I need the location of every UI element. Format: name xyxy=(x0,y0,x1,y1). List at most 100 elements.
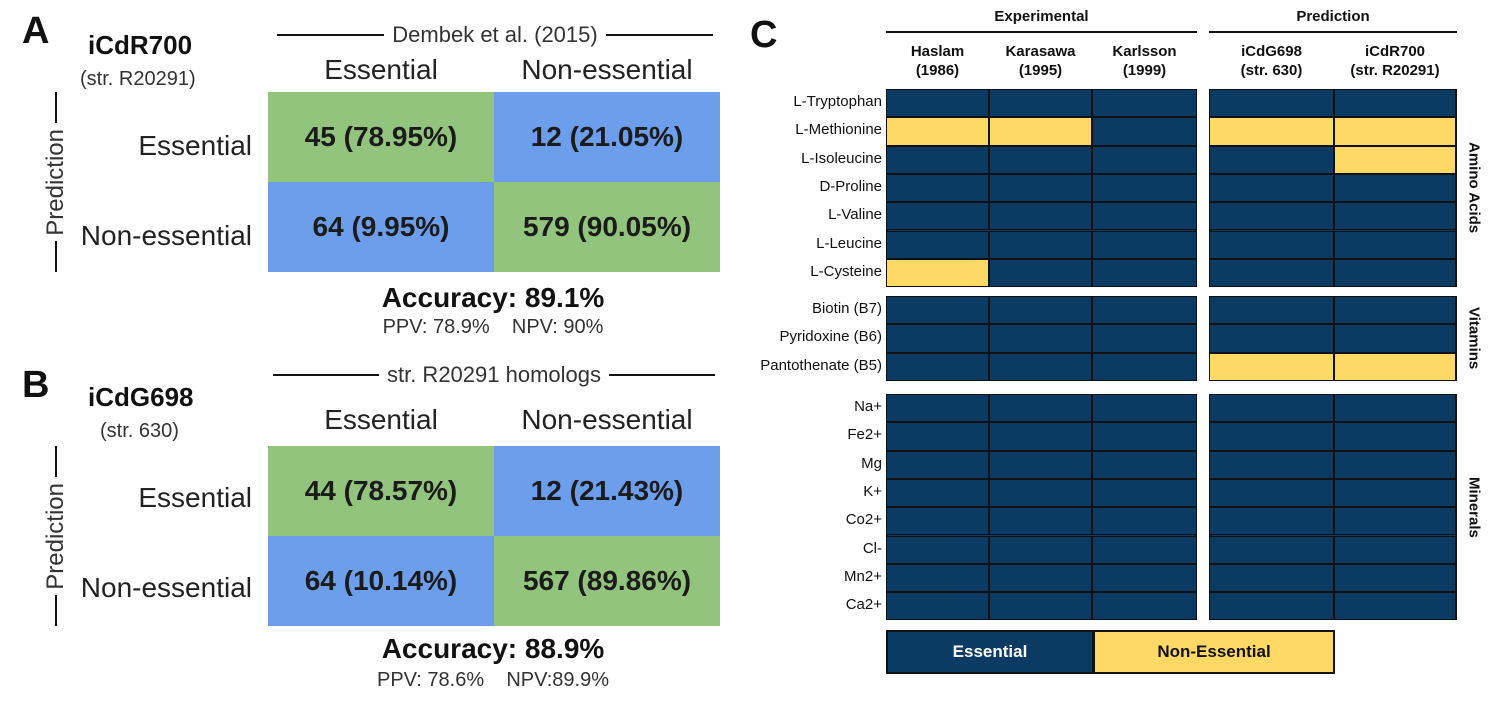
heatmap-cell-co2-icdg698 xyxy=(1209,507,1334,536)
heatmap-cell-l-cysteine-karasawa xyxy=(989,258,1092,288)
heatmap-cell-biotin-b7-icdg698 xyxy=(1209,296,1334,325)
heatmap-cell-mg-karlsson xyxy=(1092,450,1197,479)
column-name-karlsson: Karlsson xyxy=(1112,43,1177,60)
heatmap-cell-fe2-icdr700 xyxy=(1334,422,1456,451)
legend-essential: Essential xyxy=(886,630,1094,674)
row-header-nonessential-a: Non-essential xyxy=(80,220,252,251)
matrix-cell-fp-b: 12 (21.43%) xyxy=(494,446,720,536)
heatmap-cell-d-proline-karlsson xyxy=(1092,173,1197,203)
heatmap-cell-cl-icdr700 xyxy=(1334,535,1456,564)
column-header-karasawa: Karasawa (1995) xyxy=(983,42,1098,80)
heatmap-cell-l-isoleucine-icdr700 xyxy=(1334,145,1456,174)
heatmap-cell-mn2-haslam xyxy=(886,563,989,593)
heatmap-cell-pyridoxine-b6-icdr700 xyxy=(1334,324,1456,353)
heatmap-cell-na-karasawa xyxy=(989,394,1092,423)
heatmap-cell-l-tryptophan-haslam xyxy=(886,89,989,118)
heatmap-cell-pantothenate-b5-icdg698 xyxy=(1209,352,1334,381)
reference-bracket-b: str. R20291 homologs xyxy=(273,362,715,388)
col-header-nonessential-b: Non-essential xyxy=(521,404,693,435)
row-label-mn2: Mn2+ xyxy=(844,567,882,585)
heatmap-cell-fe2-haslam xyxy=(886,422,989,451)
column-header-icdr700: iCdR700 (str. R20291) xyxy=(1328,42,1462,80)
heatmap-cell-ca2-icdr700 xyxy=(1334,592,1456,621)
heatmap-cell-mn2-karasawa xyxy=(989,563,1092,593)
heatmap-cell-co2-karasawa xyxy=(989,507,1092,536)
heatmap-cell-pantothenate-b5-icdr700 xyxy=(1334,352,1456,381)
heatmap-cell-l-leucine-karasawa xyxy=(989,230,1092,259)
heatmap-cell-mg-icdg698 xyxy=(1209,450,1334,479)
col-header-nonessential-a: Non-essential xyxy=(521,54,693,85)
row-label-mg: Mg xyxy=(861,454,882,472)
ppv-npv-b: PPV: 78.6% NPV:89.9% xyxy=(377,669,609,691)
heatmap-cell-l-isoleucine-icdg698 xyxy=(1209,145,1334,174)
reference-label-a: Dembek et al. (2015) xyxy=(392,22,598,47)
heatmap-cell-biotin-b7-haslam xyxy=(886,296,989,325)
heatmap-cell-l-isoleucine-karasawa xyxy=(989,145,1092,174)
col-header-essential-b: Essential xyxy=(324,404,438,435)
heatmap-cell-l-cysteine-icdr700 xyxy=(1334,258,1456,288)
heatmap-cell-mn2-icdr700 xyxy=(1334,563,1456,593)
row-label-pyridoxine-b6: Pyridoxine (B6) xyxy=(779,328,882,346)
heatmap-cell-l-valine-icdg698 xyxy=(1209,202,1334,231)
row-label-l-valine: L-Valine xyxy=(828,206,882,224)
block-label-vitamins: Vitamins xyxy=(1465,307,1483,370)
column-name-icdr700: iCdR700 xyxy=(1364,43,1426,60)
heatmap-cell-na-haslam xyxy=(886,394,989,423)
heatmap-cell-d-proline-icdg698 xyxy=(1209,173,1334,203)
heatmap-cell-mn2-icdg698 xyxy=(1209,563,1334,593)
column-name-karasawa: Karasawa xyxy=(1005,43,1076,60)
row-label-l-cysteine: L-Cysteine xyxy=(810,262,882,280)
heatmap-cell-k-karasawa xyxy=(989,478,1092,508)
matrix-cell-fp-a: 12 (21.05%) xyxy=(494,92,720,182)
row-label-ca2: Ca2+ xyxy=(845,596,882,614)
row-header-nonessential-b: Non-essential xyxy=(80,572,252,603)
row-label-l-methionine: L-Methionine xyxy=(795,121,882,139)
model-strain-a: (str. R20291) xyxy=(80,68,196,90)
group-line-prediction xyxy=(1209,31,1457,33)
heatmap-cell-k-icdr700 xyxy=(1334,478,1456,508)
column-name-haslam: Haslam xyxy=(910,43,965,60)
heatmap-cell-na-icdr700 xyxy=(1334,394,1456,423)
heatmap-cell-l-cysteine-haslam xyxy=(886,258,989,288)
heatmap-cell-biotin-b7-icdr700 xyxy=(1334,296,1456,325)
heatmap-cell-l-valine-karasawa xyxy=(989,202,1092,231)
model-strain-b: (str. 630) xyxy=(100,420,179,442)
heatmap-cell-l-tryptophan-icdg698 xyxy=(1209,89,1334,118)
ppv-npv-a: PPV: 78.9% NPV: 90% xyxy=(382,316,604,338)
col-header-essential-a: Essential xyxy=(324,54,438,85)
column-year-icdg698: (str. 630) xyxy=(1240,62,1303,79)
heatmap-cell-d-proline-haslam xyxy=(886,173,989,203)
column-year-icdr700: (str. R20291) xyxy=(1350,62,1440,79)
group-header-prediction: Prediction xyxy=(1296,8,1370,25)
heatmap-cell-mg-haslam xyxy=(886,450,989,479)
heatmap-cell-cl-haslam xyxy=(886,535,989,564)
heatmap-cell-fe2-karlsson xyxy=(1092,422,1197,451)
heatmap-cell-d-proline-karasawa xyxy=(989,173,1092,203)
prediction-axis-label-a: Prediction xyxy=(42,128,69,236)
column-name-icdg698: iCdG698 xyxy=(1241,43,1302,60)
heatmap-cell-pantothenate-b5-haslam xyxy=(886,352,989,381)
heatmap-cell-l-methionine-icdr700 xyxy=(1334,117,1456,146)
block-label-minerals: Minerals xyxy=(1465,476,1483,538)
column-year-karlsson: (1999) xyxy=(1122,62,1167,79)
heatmap-cell-l-leucine-icdr700 xyxy=(1334,230,1456,259)
row-label-biotin-b7: Biotin (B7) xyxy=(811,300,882,317)
heatmap-cell-ca2-karlsson xyxy=(1092,592,1197,621)
heatmap-cell-ca2-karasawa xyxy=(989,592,1092,621)
model-name-b: iCdG698 xyxy=(88,382,194,412)
heatmap-cell-fe2-icdg698 xyxy=(1209,422,1334,451)
heatmap-cell-l-valine-karlsson xyxy=(1092,202,1197,231)
heatmap-cell-co2-karlsson xyxy=(1092,507,1197,536)
model-name-a: iCdR700 xyxy=(88,30,193,60)
heatmap-cell-mn2-karlsson xyxy=(1092,563,1197,593)
matrix-cell-tn-a: 579 (90.05%) xyxy=(494,182,720,272)
heatmap-cell-l-leucine-icdg698 xyxy=(1209,230,1334,259)
heatmap-cell-l-valine-icdr700 xyxy=(1334,202,1456,231)
heatmap-cell-d-proline-icdr700 xyxy=(1334,173,1456,203)
heatmap-cell-l-methionine-karasawa xyxy=(989,117,1092,146)
heatmap-cell-cl-icdg698 xyxy=(1209,535,1334,564)
block-label-amino-acids: Amino Acids xyxy=(1465,142,1483,234)
row-label-fe2: Fe2+ xyxy=(847,426,882,444)
reference-bracket-a: Dembek et al. (2015) xyxy=(277,22,713,48)
heatmap-cell-k-haslam xyxy=(886,478,989,508)
